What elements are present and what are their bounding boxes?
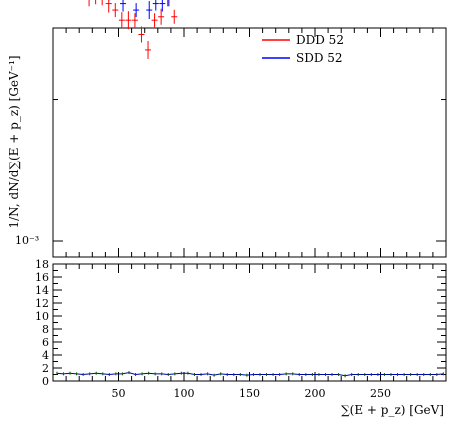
y-axis-title: 1/N, dN/d∑(E + p_z) [GeV⁻¹]: [7, 56, 21, 229]
y-tick-label-1e-3: 10⁻³: [15, 234, 39, 247]
y-tick-label-lower: 10: [35, 310, 49, 323]
y-tick-label-lower: 4: [42, 349, 49, 362]
y-tick-label-lower: 12: [35, 297, 49, 310]
y-tick-label-lower: 0: [42, 375, 49, 388]
lower-plot-frame: [52, 263, 447, 382]
upper-plot-frame: [52, 27, 447, 258]
upper-series-layer: [88, 0, 178, 59]
y-tick-label-lower: 16: [35, 271, 49, 284]
x-tick-label-lower: 100: [174, 387, 195, 400]
y-tick-label-lower: 14: [35, 284, 49, 297]
x-tick-label-lower: 250: [370, 387, 391, 400]
lower-series-layer: [56, 371, 444, 378]
lower-tick-marks: [53, 263, 446, 382]
legend: DDD 52 SDD 52: [262, 33, 344, 65]
y-tick-label-lower: 8: [42, 323, 49, 336]
upper-tick-marks: [53, 28, 446, 257]
x-tick-label-lower: 50: [112, 387, 126, 400]
legend-label-ddd: DDD 52: [296, 33, 344, 47]
lower-x-tick-labels: 50 100 150 200 250: [112, 387, 392, 400]
ratio-line: [56, 372, 444, 377]
x-tick-label-lower: 150: [239, 387, 260, 400]
x-tick-label-lower: 200: [305, 387, 326, 400]
y-tick-label-lower: 18: [35, 258, 49, 271]
y-tick-label-lower: 6: [42, 336, 49, 349]
y-tick-label-lower: 2: [42, 362, 49, 375]
legend-label-sdd: SDD 52: [296, 51, 343, 65]
x-axis-title: ∑(E + p_z) [GeV]: [341, 403, 444, 417]
